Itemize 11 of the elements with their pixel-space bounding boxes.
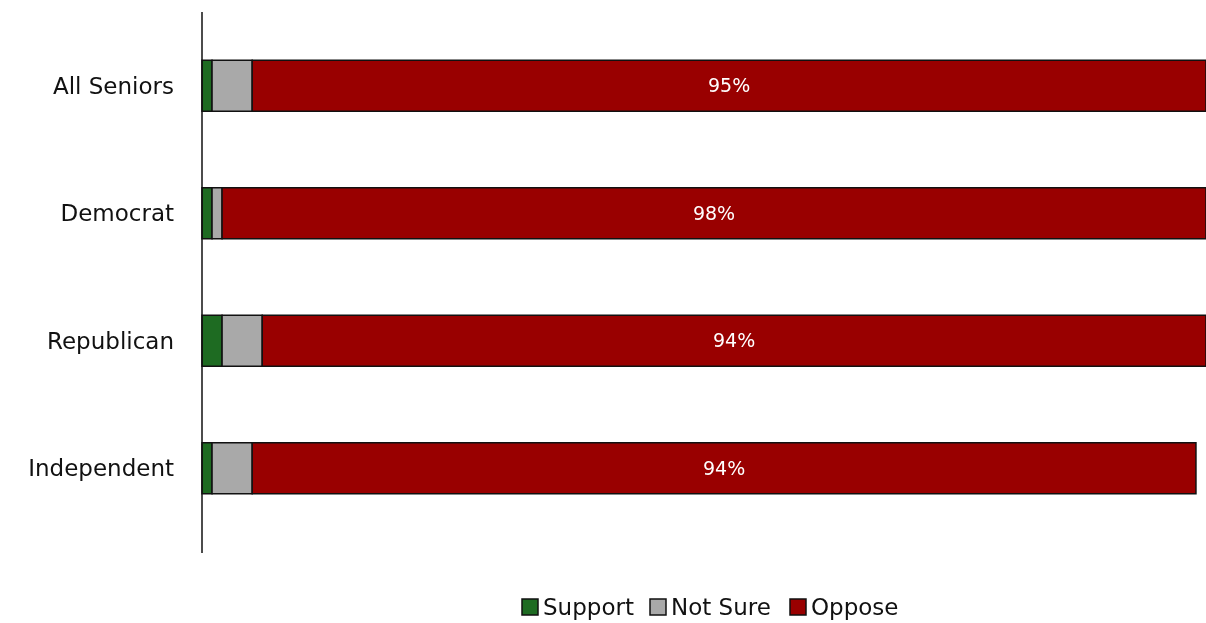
legend-label: Support: [543, 594, 634, 621]
legend-label: Not Sure: [671, 594, 771, 621]
data-label: 95%: [707, 74, 751, 97]
y-tick-label: Independent: [28, 455, 174, 482]
y-tick-label: All Seniors: [52, 72, 174, 99]
y-tick-label: Democrat: [60, 200, 174, 227]
data-label: 94%: [702, 456, 746, 479]
legend-label: Oppose: [811, 594, 899, 621]
data-label: 94%: [713, 329, 756, 352]
y-tick-label: Republican: [47, 327, 174, 354]
data-label: 98%: [692, 201, 736, 224]
